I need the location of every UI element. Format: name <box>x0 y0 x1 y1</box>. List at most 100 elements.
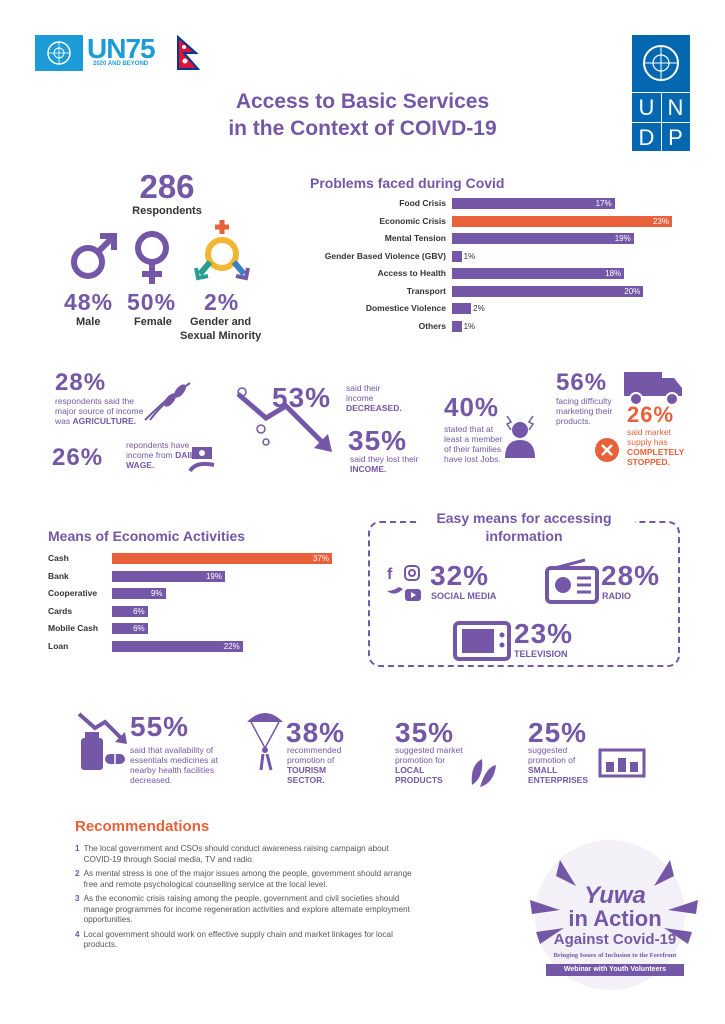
bar-row: Food Crisis 17% <box>300 198 676 210</box>
yuwa-title-line1: Yuwa <box>584 882 646 909</box>
un75-logo: UN75 2020 AND BEYOND <box>35 33 201 71</box>
bar-label: Mental Tension <box>384 233 446 243</box>
social-media-label: SOCIAL MEDIA <box>431 591 497 601</box>
problems-title: Problems faced during Covid <box>310 175 505 191</box>
bar-value-label: 9% <box>150 589 163 598</box>
small-enterprises-desc: suggested promotion of <box>528 745 576 765</box>
income-decreased-percentage: 53% <box>272 382 332 413</box>
minority-label-line1: Gender and <box>190 316 252 328</box>
marketing-percentage: 56% <box>556 369 608 396</box>
respondents-label: Respondents <box>132 205 202 217</box>
bar: 9% <box>112 588 166 599</box>
yuwa-tagline: Bringing Issues of Inclusion to the Fore… <box>553 952 677 959</box>
male-percentage: 48% <box>64 289 114 315</box>
bar-row: Economic Crisis 23% <box>300 215 676 228</box>
bar-value-label: 23% <box>652 216 669 226</box>
recommendation-item: 2 As mental stress is one of the major is… <box>75 869 415 890</box>
bar-value-label: 18% <box>605 269 622 278</box>
income-decreased-desc: said their income <box>346 383 381 403</box>
bar-label: Food Crisis <box>399 198 446 208</box>
bar: 20% <box>452 285 644 297</box>
bar-row: Domestice Violence 2% <box>300 303 676 315</box>
stop-icon <box>594 437 620 468</box>
recommendation-text: As the economic crisis raising among the… <box>83 894 410 924</box>
bar-label: Economic Crisis <box>379 215 446 226</box>
economic-chart: Cash 37% Bank 19% Cooperative 9% Cards 6% Mobile… <box>48 553 338 661</box>
supply-stopped-strong: COMPLETELY STOPPED. <box>627 447 685 467</box>
minority-label-line2: Sexual Minority <box>180 330 262 342</box>
recommendation-text: As mental stress is one of the major iss… <box>83 869 412 889</box>
local-products-text: suggested market promotion for LOCAL PRO… <box>395 745 465 785</box>
bar: 22% <box>112 640 243 652</box>
income-decreased-strong: DECREASED. <box>346 403 402 413</box>
small-enterprises-text: suggested promotion of SMALL ENTERPRISES <box>528 745 598 785</box>
medicine-icon <box>75 712 130 777</box>
undp-emblem-icon <box>632 35 690 91</box>
small-enterprises-strong: SMALL ENTERPRISES <box>528 765 588 785</box>
income-lost-strong: INCOME. <box>350 464 387 474</box>
bar: 1% <box>452 250 475 262</box>
tourism-strong: TOURISM SECTOR. <box>287 765 327 785</box>
bar-label: Others <box>418 320 446 331</box>
agriculture-desc: respondents said the major source of inc… <box>55 396 144 426</box>
television-label: TELEVISION <box>514 649 568 659</box>
female-label: Female <box>134 316 172 328</box>
social-media-icons: f <box>385 563 429 610</box>
undp-letter-n: N <box>661 92 690 122</box>
bar-label: Access to Health <box>377 268 447 278</box>
bar-row: Bank 19% <box>48 570 336 583</box>
economic-title: Means of Economic Activities <box>48 528 246 544</box>
bar-value-label: 1% <box>463 251 476 261</box>
bar-value-label: 6% <box>133 606 145 616</box>
bar-row: Cards 6% <box>48 605 336 618</box>
bar-label: Cards <box>48 605 73 616</box>
bar-row: Mobile Cash 6% <box>48 623 336 635</box>
bar-row: Cooperative 9% <box>48 588 336 600</box>
television-percentage: 23% <box>514 618 574 649</box>
bar: 19% <box>112 570 225 582</box>
bar-value-label: 6% <box>133 624 145 633</box>
female-icon <box>132 228 172 293</box>
income-lost-text: said they lost their INCOME. <box>350 454 420 474</box>
supply-stopped-text: said market supply has COMPLETELY STOPPE… <box>627 427 695 467</box>
local-products-desc: suggested market promotion for <box>395 745 463 765</box>
bar-label: Gender Based Violence (GBV) <box>324 250 446 261</box>
yuwa-logo: Yuwa in Action Against Covid-19 Bringing… <box>520 840 710 995</box>
local-products-percentage: 35% <box>395 717 455 748</box>
bar-value-label: 1% <box>463 321 476 331</box>
page-title-line2: in the Context of COIVD-19 <box>228 117 497 140</box>
respondents-count: 286 <box>139 168 195 205</box>
bar-value-label: 20% <box>624 286 641 296</box>
bar-value-label: 19% <box>205 571 222 581</box>
income-decreased-text: said their income DECREASED. <box>346 383 406 413</box>
bar-label: Loan <box>48 640 69 651</box>
yuwa-rays-icon <box>530 860 698 944</box>
bar: 18% <box>452 268 625 279</box>
agriculture-strong: AGRICULTURE. <box>72 416 137 426</box>
yuwa-title-line2: in Action <box>568 906 662 931</box>
recommendation-number: 2 <box>75 869 80 878</box>
stressed-person-icon <box>495 410 545 465</box>
bar-value-label: 37% <box>312 554 329 563</box>
gender-minority-icon <box>192 218 252 293</box>
minority-percentage: 2% <box>204 289 240 315</box>
recommendation-item: 1 The local government and CSOs should co… <box>75 844 415 865</box>
wheat-icon <box>140 375 200 430</box>
bar: 6% <box>112 623 148 634</box>
bar: 1% <box>452 320 475 332</box>
daily-wage-text: repondents have income from DAILY WAGE. <box>126 440 206 470</box>
income-lost-desc: said they lost their <box>350 454 419 464</box>
bar: 2% <box>452 303 485 314</box>
page-title-line1: Access to Basic Services <box>235 90 490 113</box>
bar: 6% <box>112 605 148 617</box>
shop-icon <box>598 748 646 785</box>
agriculture-percentage: 28% <box>55 369 107 396</box>
bar: 19% <box>452 233 634 244</box>
social-media-percentage: 32% <box>430 560 490 591</box>
information-title-background <box>420 508 635 548</box>
daily-wage-desc: repondents have income from <box>126 440 190 460</box>
bar-label: Transport <box>406 285 446 296</box>
yuwa-title-line3: Against Covid-19 <box>553 931 677 948</box>
supply-stopped-desc: said market supply has <box>627 427 671 447</box>
local-products-strong: LOCAL PRODUCTS <box>395 765 443 785</box>
